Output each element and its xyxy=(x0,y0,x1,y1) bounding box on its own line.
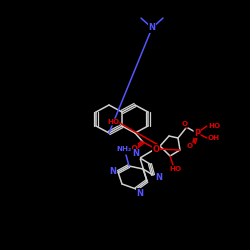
Text: N: N xyxy=(148,24,156,32)
Text: OH: OH xyxy=(208,135,220,141)
Text: N: N xyxy=(110,168,116,176)
Text: N: N xyxy=(136,188,143,198)
Text: O: O xyxy=(130,144,138,154)
Text: HO: HO xyxy=(169,166,181,172)
Text: N: N xyxy=(156,172,162,182)
Text: O: O xyxy=(187,143,193,149)
Text: O: O xyxy=(182,121,188,127)
Text: HO: HO xyxy=(208,123,220,129)
Text: O: O xyxy=(152,144,160,154)
Text: P: P xyxy=(194,128,200,138)
Text: HO: HO xyxy=(107,119,119,125)
Text: N: N xyxy=(132,150,140,158)
Text: NH₂: NH₂ xyxy=(116,146,132,152)
